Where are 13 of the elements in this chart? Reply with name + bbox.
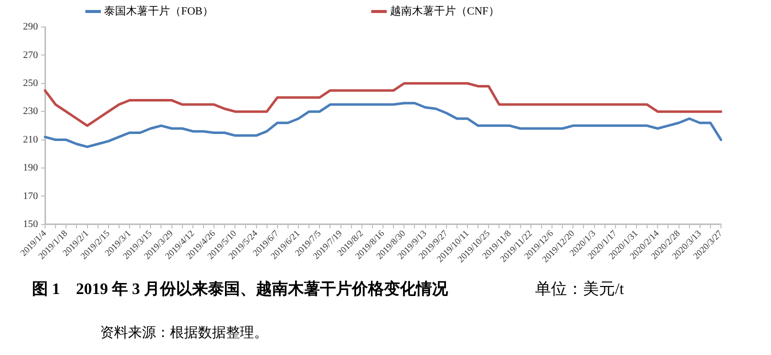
y-tick-label: 150 bbox=[23, 218, 38, 230]
y-tick-label: 230 bbox=[23, 106, 38, 118]
y-tick-label: 290 bbox=[23, 22, 38, 33]
legend-label: 越南木薯干片（CNF） bbox=[390, 4, 654, 18]
y-tick-label: 170 bbox=[23, 190, 38, 202]
y-tick-label: 210 bbox=[23, 134, 38, 146]
y-tick-label: 190 bbox=[23, 162, 38, 174]
legend-label: 泰国木薯干片（FOB） bbox=[104, 4, 368, 18]
text: 图 1 2019 年 3 月份以来泰国、越南木薯干片价格变化情况 bbox=[32, 279, 448, 300]
y-tick-label: 270 bbox=[23, 50, 38, 61]
text: 资料来源：根据数据整理。 bbox=[100, 324, 268, 342]
text: 单位：美元/t bbox=[535, 280, 624, 300]
y-tick-label: 250 bbox=[23, 78, 38, 90]
